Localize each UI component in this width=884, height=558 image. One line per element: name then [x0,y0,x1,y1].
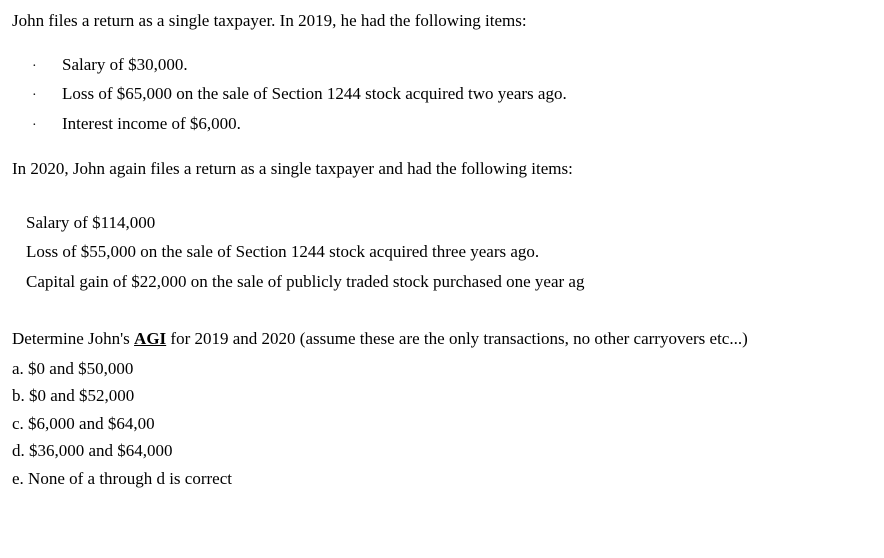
list-item: Salary of $114,000 [26,210,872,236]
option-c: c. $6,000 and $64,00 [12,411,872,437]
question-keyword: AGI [134,329,166,348]
bullet-item: · Salary of $30,000. [12,52,872,78]
list-item: Capital gain of $22,000 on the sale of p… [26,269,872,295]
question-post: for 2019 and 2020 (assume these are the … [166,329,748,348]
intro-2020: In 2020, John again files a return as a … [12,156,872,182]
list-item: Loss of $55,000 on the sale of Section 1… [26,239,872,265]
question-prompt: Determine John's AGI for 2019 and 2020 (… [12,326,872,352]
bullet-marker-icon: · [32,115,62,136]
option-d: d. $36,000 and $64,000 [12,438,872,464]
bullet-text: Salary of $30,000. [62,52,188,78]
bullet-text: Loss of $65,000 on the sale of Section 1… [62,81,567,107]
option-b: b. $0 and $52,000 [12,383,872,409]
bullet-text: Interest income of $6,000. [62,111,241,137]
option-e: e. None of a through d is correct [12,466,872,492]
bullet-marker-icon: · [32,56,62,77]
question-pre: Determine John's [12,329,134,348]
plain-list-2020: Salary of $114,000 Loss of $55,000 on th… [12,210,872,295]
option-a: a. $0 and $50,000 [12,356,872,382]
bullet-item: · Loss of $65,000 on the sale of Section… [12,81,872,107]
intro-2019: John files a return as a single taxpayer… [12,8,872,34]
options-list: a. $0 and $50,000 b. $0 and $52,000 c. $… [12,356,872,492]
bullet-item: · Interest income of $6,000. [12,111,872,137]
bullet-marker-icon: · [32,85,62,106]
bullet-list-2019: · Salary of $30,000. · Loss of $65,000 o… [12,52,872,137]
